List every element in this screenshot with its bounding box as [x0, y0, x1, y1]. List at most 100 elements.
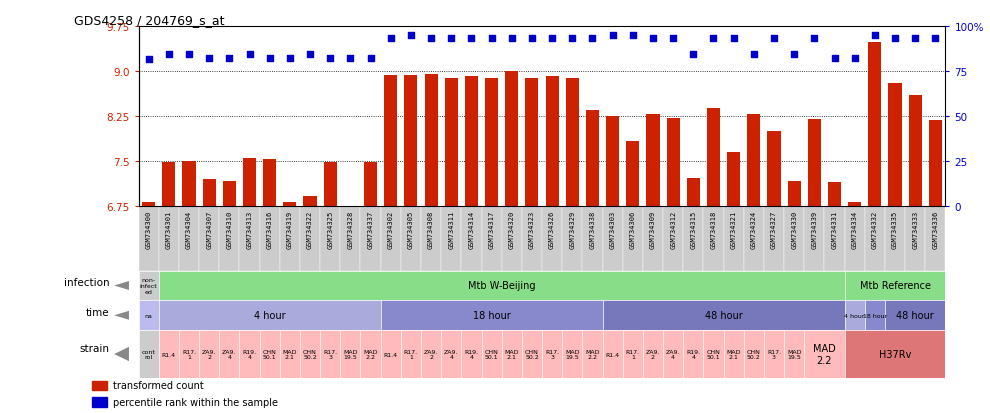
- Bar: [582, 207, 603, 271]
- Bar: [804, 330, 844, 378]
- Text: 18 hour: 18 hour: [862, 313, 887, 318]
- Text: R1.4: R1.4: [606, 351, 620, 357]
- Text: GSM734329: GSM734329: [569, 210, 575, 248]
- Text: na: na: [145, 313, 152, 318]
- Bar: [461, 330, 481, 378]
- Bar: [158, 207, 179, 271]
- Bar: [683, 207, 704, 271]
- Text: GSM734316: GSM734316: [266, 210, 272, 248]
- Point: [362, 55, 378, 62]
- Bar: [643, 330, 663, 378]
- Text: MAD
2.2: MAD 2.2: [585, 349, 600, 360]
- Bar: [909, 96, 922, 207]
- Point: [726, 36, 742, 42]
- Bar: [139, 301, 158, 330]
- Bar: [199, 330, 220, 378]
- Point: [625, 33, 641, 39]
- Bar: [707, 109, 720, 207]
- Bar: [341, 330, 360, 378]
- Bar: [92, 397, 107, 407]
- Bar: [868, 43, 881, 207]
- Text: R17.
1: R17. 1: [626, 349, 640, 360]
- Bar: [603, 301, 844, 330]
- Text: percentile rank within the sample: percentile rank within the sample: [114, 397, 278, 407]
- Bar: [404, 76, 418, 207]
- Bar: [220, 207, 240, 271]
- Point: [887, 36, 903, 42]
- Bar: [179, 207, 199, 271]
- Bar: [844, 330, 945, 378]
- Point: [605, 33, 621, 39]
- Text: R1.4: R1.4: [384, 351, 398, 357]
- Bar: [445, 79, 457, 207]
- Text: GSM734315: GSM734315: [690, 210, 696, 248]
- Point: [827, 55, 842, 62]
- Text: GSM734302: GSM734302: [388, 210, 394, 248]
- Polygon shape: [114, 311, 129, 320]
- Text: CHN
50.2: CHN 50.2: [525, 349, 539, 360]
- Bar: [788, 181, 801, 207]
- Bar: [425, 75, 438, 207]
- Text: GSM734318: GSM734318: [711, 210, 717, 248]
- Text: MAD
19.5: MAD 19.5: [344, 349, 357, 360]
- Bar: [926, 207, 945, 271]
- Point: [786, 52, 802, 58]
- Bar: [320, 330, 341, 378]
- Text: Mtb W-Beijing: Mtb W-Beijing: [468, 281, 536, 291]
- Text: strain: strain: [79, 344, 110, 354]
- Bar: [704, 330, 724, 378]
- Bar: [139, 271, 158, 301]
- Bar: [666, 119, 680, 207]
- Point: [161, 52, 177, 58]
- Bar: [724, 330, 743, 378]
- Bar: [92, 381, 107, 390]
- Text: GSM734321: GSM734321: [731, 210, 737, 248]
- Point: [343, 55, 358, 62]
- Bar: [199, 207, 220, 271]
- Text: MAD
19.5: MAD 19.5: [565, 349, 579, 360]
- Bar: [606, 117, 619, 207]
- Bar: [401, 330, 421, 378]
- Text: R19.
4: R19. 4: [243, 349, 256, 360]
- Bar: [767, 132, 780, 207]
- Bar: [243, 159, 256, 207]
- Point: [484, 36, 500, 42]
- Bar: [727, 153, 741, 207]
- Bar: [865, 301, 885, 330]
- Bar: [380, 207, 401, 271]
- Bar: [888, 84, 902, 207]
- Text: infection: infection: [64, 277, 110, 287]
- Text: GSM734320: GSM734320: [509, 210, 515, 248]
- Text: MAD
2.2: MAD 2.2: [363, 349, 378, 360]
- Bar: [320, 207, 341, 271]
- Text: R17.
3: R17. 3: [545, 349, 559, 360]
- Point: [706, 36, 722, 42]
- Point: [665, 36, 681, 42]
- Bar: [203, 180, 216, 207]
- Text: GSM734301: GSM734301: [166, 210, 172, 248]
- Bar: [139, 330, 158, 378]
- Bar: [683, 330, 703, 378]
- Text: 4 hour: 4 hour: [844, 313, 865, 318]
- Text: GSM734317: GSM734317: [489, 210, 495, 248]
- Bar: [603, 207, 623, 271]
- Bar: [844, 271, 945, 301]
- Point: [846, 55, 862, 62]
- Bar: [743, 207, 764, 271]
- Text: ZA9.
4: ZA9. 4: [444, 349, 458, 360]
- Bar: [481, 330, 502, 378]
- Bar: [485, 79, 498, 207]
- Bar: [481, 207, 502, 271]
- Bar: [158, 330, 179, 378]
- Text: GSM734310: GSM734310: [227, 210, 233, 248]
- Text: R19.
4: R19. 4: [464, 349, 478, 360]
- Bar: [505, 72, 519, 207]
- Bar: [687, 179, 700, 207]
- Bar: [442, 207, 461, 271]
- Bar: [764, 330, 784, 378]
- Text: GSM734339: GSM734339: [812, 210, 818, 248]
- Text: GSM734303: GSM734303: [610, 210, 616, 248]
- Text: GSM734311: GSM734311: [448, 210, 454, 248]
- Text: ZA9.
2: ZA9. 2: [645, 349, 660, 360]
- Text: H37Rv: H37Rv: [879, 349, 911, 359]
